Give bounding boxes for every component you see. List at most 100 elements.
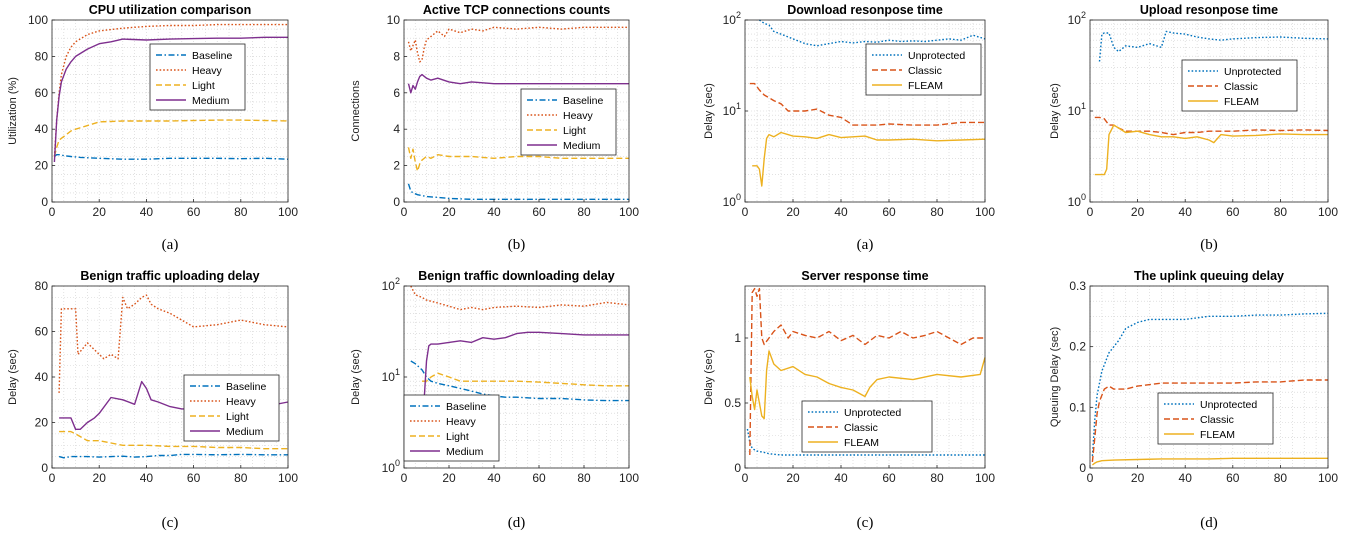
legend-label: Medium [192, 95, 230, 107]
y-tick-label: 60 [35, 325, 49, 339]
series-line [407, 183, 629, 201]
y-tick-label: 102 [723, 10, 741, 27]
legend: Baseline Heavy Light Medium [403, 394, 500, 462]
legend-label: Baseline [192, 50, 232, 62]
grid [744, 20, 986, 203]
x-tick-label: 80 [1274, 471, 1288, 485]
legend: Baseline Heavy Light Medium [183, 374, 280, 442]
panel-caption: (c) [857, 515, 874, 531]
x-tick-label: 60 [882, 471, 896, 485]
legend-label: Heavy [192, 65, 223, 77]
legend-label: Baseline [226, 381, 266, 393]
legend-label: FLEAM [844, 437, 879, 449]
y-tick-label: 100 [382, 458, 400, 475]
y-tick-label: 102 [1068, 10, 1086, 27]
x-tick-label: 0 [1087, 471, 1094, 485]
y-tick-label: 100 [28, 13, 48, 27]
y-tick-label: 40 [35, 370, 49, 384]
y-tick-label: 6 [393, 86, 400, 100]
x-tick-label: 100 [975, 471, 995, 485]
x-tick-label: 40 [140, 205, 154, 219]
x-tick-label: 60 [1226, 205, 1240, 219]
x-tick-label: 40 [140, 471, 154, 485]
legend-label: Medium [446, 446, 484, 458]
x-tick-label: 0 [401, 471, 408, 485]
series-line [422, 372, 629, 387]
y-tick-label: 0.5 [724, 396, 741, 410]
y-tick-label: 100 [723, 192, 741, 209]
series-line [1098, 30, 1329, 62]
x-tick-label: 100 [278, 205, 298, 219]
x-tick-label: 100 [619, 471, 639, 485]
series-line [407, 26, 629, 63]
y-tick-label: 0.2 [1069, 340, 1086, 354]
x-tick-label: 80 [1274, 205, 1288, 219]
y-axis-label: Delay (sec) [350, 349, 362, 405]
legend-label: Classic [1200, 414, 1234, 426]
y-tick-label: 60 [35, 86, 49, 100]
y-tick-label: 40 [35, 122, 49, 136]
chart-panel: 0 20 40 60 80 100 100 101 102 Upload resonpose ti… [1049, 3, 1338, 253]
legend-label: Light [563, 125, 586, 137]
legend-label: Baseline [446, 401, 486, 413]
legend-label: Classic [908, 65, 942, 77]
series-line [746, 428, 985, 456]
panel-caption: (a) [857, 237, 874, 253]
y-tick-label: 4 [393, 122, 400, 136]
series-line [749, 287, 985, 456]
chart-panel: 0 20 40 60 80 100 0 0.5 1 Server response time Del… [703, 269, 995, 531]
legend-label: Heavy [226, 396, 257, 408]
series-line [1091, 457, 1328, 466]
chart-title: Upload resonpose time [1140, 3, 1278, 17]
x-tick-label: 20 [1131, 205, 1145, 219]
legend-label: Classic [844, 422, 878, 434]
series-line [759, 19, 986, 47]
legend: Unprotected Classic FLEAM [1157, 392, 1274, 445]
series-line [749, 350, 986, 420]
panel-caption: (a) [162, 237, 179, 253]
x-tick-label: 40 [1179, 471, 1193, 485]
chart-title: Benign traffic uploading delay [80, 269, 259, 283]
y-axis-label: Delay (sec) [703, 349, 715, 405]
x-tick-label: 80 [234, 205, 248, 219]
y-tick-label: 100 [1068, 192, 1086, 209]
series-line [58, 453, 288, 459]
x-tick-label: 0 [49, 471, 56, 485]
y-axis-label: Delay (sec) [1049, 83, 1061, 139]
x-tick-label: 40 [487, 471, 501, 485]
x-tick-label: 0 [49, 205, 56, 219]
series-line [407, 73, 629, 94]
legend-label: Light [192, 80, 215, 92]
legend-label: Heavy [446, 416, 477, 428]
legend-label: Light [226, 411, 249, 423]
y-tick-label: 10 [387, 13, 401, 27]
x-tick-label: 60 [532, 205, 546, 219]
x-tick-label: 60 [882, 205, 896, 219]
y-tick-label: 20 [35, 416, 49, 430]
legend-label: FLEAM [908, 80, 943, 92]
y-tick-label: 0 [393, 195, 400, 209]
y-tick-label: 0 [1079, 461, 1086, 475]
series-line [1091, 379, 1328, 462]
chart-title: Server response time [801, 269, 928, 283]
x-tick-label: 100 [1318, 205, 1338, 219]
y-axis-label: Connections [350, 80, 362, 142]
axes-box [403, 19, 630, 203]
axes-box [51, 19, 289, 203]
panel-caption: (d) [508, 515, 526, 531]
x-tick-label: 60 [532, 471, 546, 485]
y-tick-label: 0.1 [1069, 400, 1086, 414]
y-tick-label: 101 [1068, 101, 1086, 118]
y-tick-label: 80 [35, 49, 49, 63]
panel-caption: (b) [1200, 237, 1218, 253]
x-tick-label: 60 [1226, 471, 1240, 485]
legend-label: Medium [226, 426, 264, 438]
legend: Unprotected Classic FLEAM [865, 43, 982, 96]
y-axis-label: Delay (sec) [703, 83, 715, 139]
series-line [1091, 312, 1329, 456]
chart-title: The uplink queuing delay [1134, 269, 1284, 283]
legend-label: FLEAM [1224, 96, 1259, 108]
x-tick-label: 20 [442, 471, 456, 485]
y-tick-label: 0.3 [1069, 279, 1086, 293]
chart-title: Benign traffic downloading delay [418, 269, 615, 283]
